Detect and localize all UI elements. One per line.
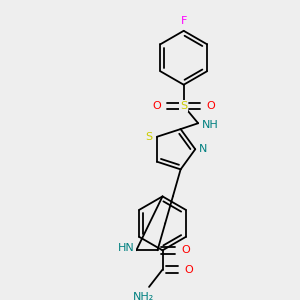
Text: S: S xyxy=(146,132,153,142)
Text: NH: NH xyxy=(202,120,219,130)
Text: F: F xyxy=(181,16,187,26)
Text: HN: HN xyxy=(118,243,135,253)
Text: S: S xyxy=(180,101,187,111)
Text: O: O xyxy=(152,101,161,111)
Text: NH₂: NH₂ xyxy=(133,292,154,300)
Text: O: O xyxy=(184,265,193,275)
Text: O: O xyxy=(206,101,215,111)
Text: O: O xyxy=(181,245,190,255)
Text: N: N xyxy=(199,144,207,154)
